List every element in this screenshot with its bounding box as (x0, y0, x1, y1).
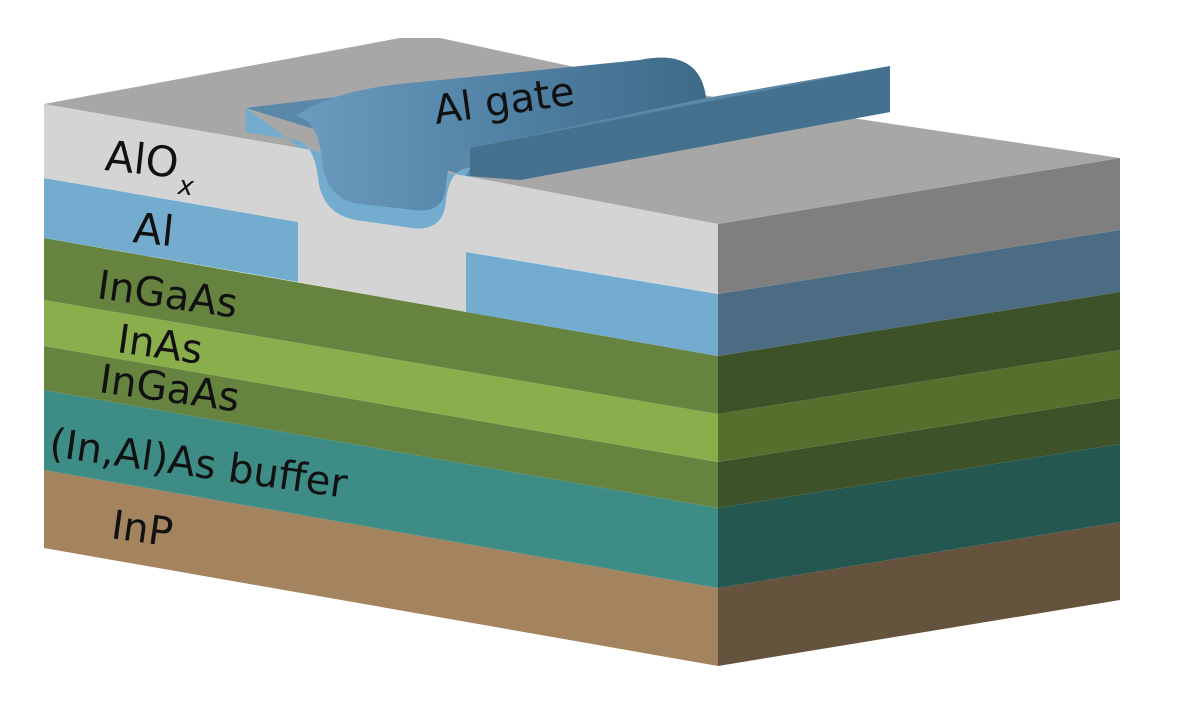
inas-front-face (44, 300, 718, 462)
al-side-face (718, 230, 1120, 356)
gate-right-rail (470, 66, 890, 180)
inp-side-face (718, 522, 1120, 666)
label-inp: InP (109, 502, 176, 556)
inp-front-face (44, 470, 718, 666)
side-faces (718, 158, 1120, 666)
al-gate (246, 57, 890, 229)
al-front-face-right (466, 252, 718, 356)
ingaas-top-front-face (44, 238, 718, 414)
layer-labels: AlOx Al InGaAs InAs InGaAs (In,Al)As buf… (47, 69, 578, 557)
ingaas-bottom-side-face (718, 398, 1120, 508)
ingaas-bottom-front-face (44, 346, 718, 508)
gate-groove (296, 57, 706, 211)
buffer-front-face (44, 390, 718, 588)
ingaas-top-side-face (718, 292, 1120, 414)
front-faces (44, 104, 718, 666)
buffer-side-face (718, 444, 1120, 588)
alox-side-face (718, 158, 1120, 294)
al-front-face-left (44, 178, 298, 282)
label-alox-subscript: x (176, 171, 196, 203)
inas-side-face (718, 350, 1120, 462)
label-alox: AlOx (102, 131, 199, 202)
label-al: Al (131, 203, 176, 256)
